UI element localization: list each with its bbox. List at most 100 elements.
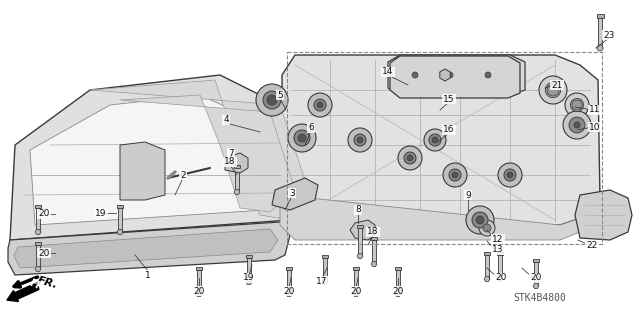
Text: FR.: FR.: [36, 276, 59, 291]
Text: 18: 18: [224, 158, 236, 167]
Text: 23: 23: [604, 31, 614, 40]
Text: 10: 10: [589, 122, 601, 131]
Bar: [533, 258, 539, 262]
Circle shape: [294, 130, 310, 146]
Text: STK4B4800: STK4B4800: [513, 293, 566, 303]
Polygon shape: [14, 229, 278, 268]
Bar: [596, 14, 604, 18]
Bar: [287, 52, 602, 244]
Text: 6: 6: [308, 123, 314, 132]
Polygon shape: [120, 95, 295, 212]
Circle shape: [443, 68, 457, 82]
Circle shape: [263, 91, 281, 109]
Circle shape: [545, 82, 561, 98]
Bar: [323, 258, 327, 282]
Bar: [197, 270, 201, 294]
Bar: [287, 270, 291, 294]
Circle shape: [408, 68, 422, 82]
Circle shape: [504, 169, 516, 181]
FancyArrow shape: [7, 283, 40, 301]
Polygon shape: [90, 80, 310, 220]
Bar: [35, 204, 41, 208]
Polygon shape: [280, 195, 600, 240]
Circle shape: [412, 72, 418, 78]
Bar: [372, 240, 376, 264]
Text: 22: 22: [586, 241, 598, 249]
Circle shape: [449, 169, 461, 181]
Polygon shape: [350, 220, 375, 240]
Text: 7: 7: [228, 149, 234, 158]
Bar: [36, 245, 40, 269]
Circle shape: [485, 72, 491, 78]
Circle shape: [569, 117, 585, 133]
Polygon shape: [8, 222, 290, 275]
Bar: [497, 251, 503, 255]
Circle shape: [498, 163, 522, 187]
Circle shape: [354, 134, 366, 146]
Circle shape: [479, 220, 495, 236]
Circle shape: [357, 137, 363, 143]
Text: 9: 9: [465, 190, 471, 199]
Text: 4: 4: [223, 115, 229, 124]
Text: 20: 20: [38, 249, 50, 257]
Bar: [598, 18, 602, 48]
Circle shape: [429, 134, 441, 146]
Text: 20: 20: [531, 273, 541, 283]
Bar: [246, 255, 252, 258]
Text: 20: 20: [193, 286, 205, 295]
Bar: [485, 255, 489, 279]
Text: 20: 20: [38, 210, 50, 219]
Bar: [534, 262, 538, 286]
Polygon shape: [575, 190, 632, 240]
Circle shape: [288, 124, 316, 152]
Text: 11: 11: [589, 106, 601, 115]
Text: 14: 14: [382, 68, 394, 77]
Text: 18: 18: [367, 227, 379, 236]
Circle shape: [476, 216, 484, 224]
Circle shape: [547, 84, 559, 96]
Circle shape: [452, 172, 458, 178]
Circle shape: [539, 76, 567, 104]
Bar: [234, 165, 240, 168]
Text: 2: 2: [180, 170, 186, 180]
Circle shape: [572, 100, 582, 110]
Circle shape: [472, 212, 488, 228]
Bar: [247, 258, 251, 282]
Bar: [395, 266, 401, 270]
Text: 20: 20: [495, 273, 507, 283]
Text: 8: 8: [355, 205, 361, 214]
Bar: [355, 270, 358, 294]
Circle shape: [563, 111, 591, 139]
Polygon shape: [10, 75, 310, 240]
Circle shape: [317, 102, 323, 108]
Polygon shape: [30, 95, 280, 225]
Circle shape: [481, 68, 495, 82]
Text: 20: 20: [392, 286, 404, 295]
Circle shape: [348, 128, 372, 152]
Bar: [236, 168, 239, 192]
Polygon shape: [120, 142, 165, 200]
Circle shape: [443, 163, 467, 187]
Bar: [499, 255, 502, 279]
Bar: [357, 225, 363, 228]
Circle shape: [407, 155, 413, 161]
Circle shape: [432, 137, 438, 143]
Bar: [286, 266, 292, 270]
Polygon shape: [390, 56, 520, 98]
Circle shape: [256, 84, 288, 116]
Bar: [196, 266, 202, 270]
Bar: [358, 228, 362, 256]
Bar: [396, 270, 400, 294]
Text: 15: 15: [444, 94, 455, 103]
Bar: [322, 255, 328, 258]
Circle shape: [314, 99, 326, 111]
Circle shape: [424, 129, 446, 151]
Text: 20: 20: [350, 286, 362, 295]
Bar: [35, 241, 41, 245]
Circle shape: [507, 172, 513, 178]
Circle shape: [267, 95, 277, 105]
Text: 21: 21: [551, 80, 563, 90]
Text: 19: 19: [243, 273, 255, 283]
Text: 20: 20: [284, 286, 294, 295]
Text: 12: 12: [492, 234, 504, 243]
